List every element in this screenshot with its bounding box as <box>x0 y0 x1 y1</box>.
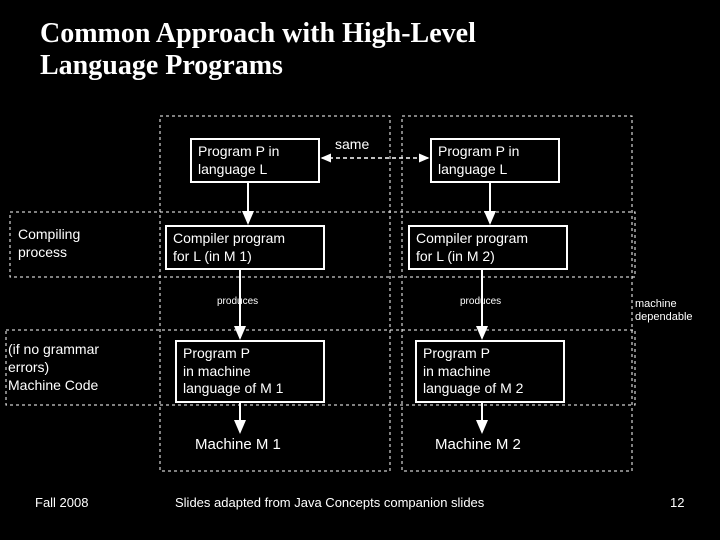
plr-l1: Program P in <box>438 143 519 159</box>
pll-l1: Program P in <box>198 143 279 159</box>
box-compiler-left: Compiler program for L (in M 1) <box>165 225 325 270</box>
compiling-l1: Compiling <box>18 226 80 242</box>
machine-dependable: machine dependable <box>635 298 693 324</box>
footer-right: 12 <box>670 495 684 510</box>
mcr-l3: language of M 2 <box>423 380 523 396</box>
box-prog-l-right: Program P in language L <box>430 138 560 183</box>
if-no-grammar-label: (if no grammar errors) Machine Code <box>8 340 99 395</box>
produces-left: produces <box>217 296 258 307</box>
title-line1: Common Approach with High-Level <box>40 18 476 50</box>
mcl-l1: Program P <box>183 345 250 361</box>
mcl-l3: language of M 1 <box>183 380 283 396</box>
cr-l2: for L (in M 2) <box>416 248 495 264</box>
cl-l1: Compiler program <box>173 230 285 246</box>
pll-l2: language L <box>198 161 267 177</box>
mcr-l2: in machine <box>423 363 491 379</box>
machine-left: Machine M 1 <box>195 435 281 455</box>
nogrammar-l2: errors) <box>8 359 49 375</box>
plr-l2: language L <box>438 161 507 177</box>
footer-left: Fall 2008 <box>35 495 88 510</box>
md-l2: dependable <box>635 311 693 323</box>
title-line2: Language Programs <box>40 50 283 82</box>
footer-center: Slides adapted from Java Concepts compan… <box>175 495 484 510</box>
box-prog-l-left: Program P in language L <box>190 138 320 183</box>
nogrammar-l1: (if no grammar <box>8 341 99 357</box>
machine-right: Machine M 2 <box>435 435 521 455</box>
md-l1: machine <box>635 298 677 310</box>
cl-l2: for L (in M 1) <box>173 248 252 264</box>
box-mc-right: Program P in machine language of M 2 <box>415 340 565 403</box>
box-compiler-right: Compiler program for L (in M 2) <box>408 225 568 270</box>
produces-right: produces <box>460 296 501 307</box>
compiling-process-label: Compiling process <box>18 225 80 261</box>
machine-code-l: Machine Code <box>8 377 98 393</box>
cr-l1: Compiler program <box>416 230 528 246</box>
mcr-l1: Program P <box>423 345 490 361</box>
compiling-l2: process <box>18 244 67 260</box>
same-label: same <box>335 135 369 153</box>
box-mc-left: Program P in machine language of M 1 <box>175 340 325 403</box>
mcl-l2: in machine <box>183 363 251 379</box>
